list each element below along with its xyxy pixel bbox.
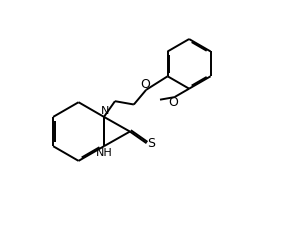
Text: O: O xyxy=(140,78,150,91)
Text: S: S xyxy=(148,137,156,150)
Text: O: O xyxy=(168,96,178,109)
Text: NH: NH xyxy=(96,148,113,158)
Text: N: N xyxy=(101,106,109,116)
